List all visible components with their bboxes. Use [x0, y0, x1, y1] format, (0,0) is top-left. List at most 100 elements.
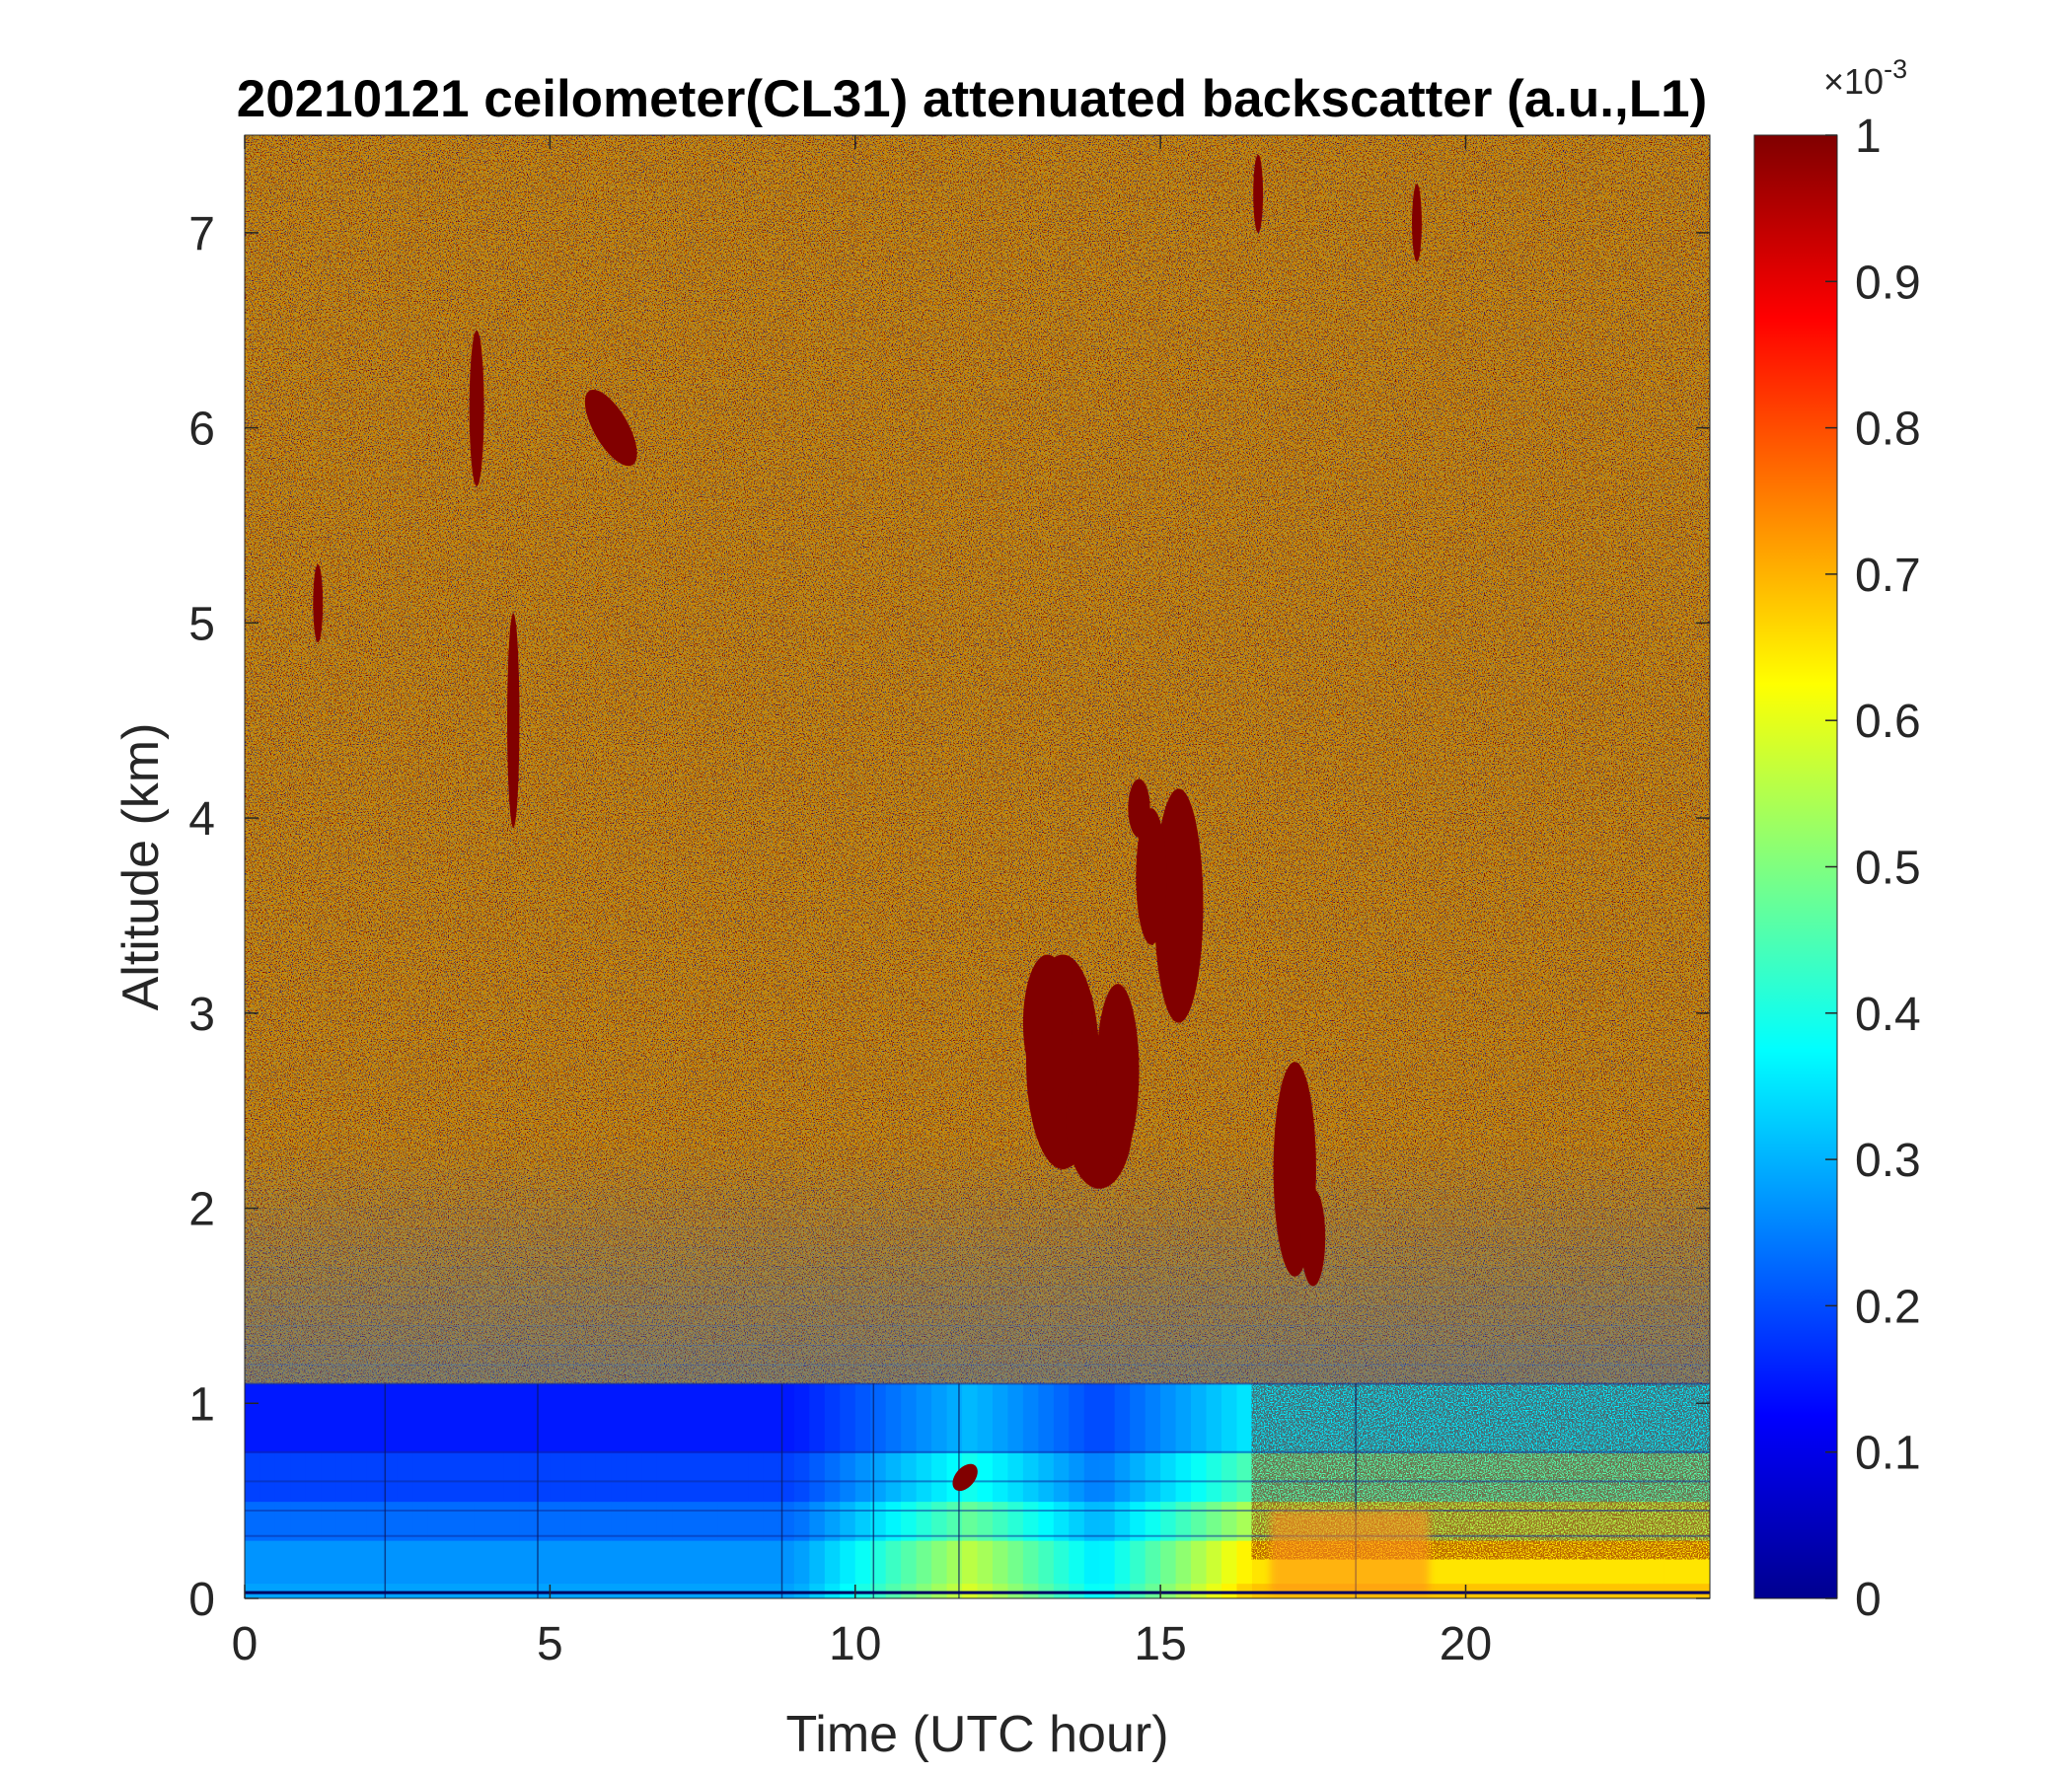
y-tick-label: 4	[188, 793, 215, 846]
boundary-layer-cell	[1160, 1383, 1177, 1453]
boundary-layer-cell	[488, 1583, 505, 1598]
boundary-layer-cell	[1007, 1583, 1024, 1598]
boundary-layer-cell	[427, 1451, 445, 1503]
boundary-layer-cell	[366, 1451, 384, 1503]
boundary-layer-cell	[534, 1539, 552, 1585]
boundary-layer-cell	[351, 1451, 368, 1503]
boundary-layer-cell	[1099, 1451, 1116, 1503]
boundary-layer-cell	[916, 1539, 933, 1585]
boundary-layer-cell	[1007, 1451, 1024, 1503]
cloud-blob	[584, 389, 637, 467]
boundary-layer-cell	[977, 1451, 994, 1503]
boundary-layer-cell	[1480, 1583, 1498, 1598]
boundary-layer-cell	[412, 1383, 429, 1453]
boundary-layer-cell	[1069, 1451, 1085, 1503]
boundary-layer-cell	[1236, 1501, 1253, 1541]
boundary-layer-cell	[778, 1539, 795, 1585]
boundary-layer-cell	[840, 1451, 856, 1503]
boundary-layer-cell	[274, 1383, 292, 1453]
boundary-layer-cell	[474, 1383, 490, 1453]
cloud-blob	[1412, 184, 1422, 262]
boundary-layer-cell	[1191, 1451, 1208, 1503]
boundary-layer-cell	[962, 1501, 979, 1541]
cloud-blob	[1300, 1188, 1326, 1287]
boundary-layer-cell	[564, 1383, 582, 1453]
y-tick-label: 3	[188, 989, 215, 1041]
boundary-layer-cell	[458, 1583, 476, 1598]
boundary-layer-cell	[503, 1583, 521, 1598]
boundary-layer-cell	[901, 1451, 918, 1503]
plot-area: 0 5 10 15 20 0 1 2 3 4 5 6 7	[188, 134, 1711, 1670]
boundary-layer-cell	[245, 1383, 261, 1453]
chart-title: 20210121 ceilometer(CL31) attenuated bac…	[237, 70, 1708, 128]
boundary-layer-cell	[443, 1383, 460, 1453]
boundary-layer-cell	[1145, 1383, 1162, 1453]
boundary-layer-cell	[824, 1501, 842, 1541]
boundary-layer-cell	[1221, 1451, 1238, 1503]
boundary-layer-cell	[870, 1383, 887, 1453]
colorbar-tick-label: 0.3	[1855, 1135, 1921, 1187]
boundary-layer-cell	[916, 1383, 933, 1453]
boundary-layer-cell	[1007, 1539, 1024, 1585]
boundary-layer-cell	[580, 1383, 597, 1453]
noise-band-row	[245, 1325, 1710, 1346]
boundary-layer-cell	[809, 1383, 826, 1453]
x-tick-label: 15	[1134, 1618, 1186, 1670]
boundary-layer-cell	[656, 1501, 674, 1541]
boundary-layer-cell	[824, 1583, 842, 1598]
boundary-layer-cell	[503, 1539, 521, 1585]
boundary-layer-cell	[626, 1501, 643, 1541]
y-axis-label: Altitude (km)	[112, 723, 170, 1011]
boundary-layer-cell	[474, 1451, 490, 1503]
boundary-layer-cell	[733, 1539, 750, 1585]
boundary-layer-cell	[534, 1383, 552, 1453]
boundary-layer-cell	[901, 1383, 918, 1453]
boundary-layer-cell	[840, 1501, 856, 1541]
boundary-layer-cell	[1083, 1501, 1101, 1541]
boundary-layer-cell	[351, 1583, 368, 1598]
boundary-layer-cell	[717, 1583, 734, 1598]
boundary-layer-cell	[564, 1501, 582, 1541]
boundary-layer-cell	[1114, 1539, 1132, 1585]
cloud-blob	[1128, 778, 1150, 838]
colorbar-tick-label: 0.6	[1855, 696, 1921, 748]
boundary-layer-cell	[595, 1583, 613, 1598]
boundary-layer-cell	[1175, 1583, 1193, 1598]
boundary-layer-cell	[397, 1583, 414, 1598]
boundary-layer-cell	[672, 1539, 689, 1585]
boundary-layer-cell	[1450, 1583, 1467, 1598]
boundary-layer-cell	[1069, 1539, 1085, 1585]
boundary-layer-cell	[687, 1383, 704, 1453]
boundary-layer-cell	[1114, 1451, 1132, 1503]
boundary-layer-cell	[626, 1383, 643, 1453]
boundary-layer-cell	[977, 1501, 994, 1541]
boundary-layer-cell	[1160, 1539, 1177, 1585]
boundary-layer-cell	[1069, 1383, 1085, 1453]
boundary-layer-cell	[290, 1501, 307, 1541]
noise-band-row	[245, 1266, 1710, 1288]
boundary-layer-cell	[335, 1539, 353, 1585]
colorbar: 0 0.1 0.2 0.3 0.4 0.5 0.6 0.7 0.8 0.9 1 ×10-3	[1753, 54, 1921, 1626]
boundary-layer-cell	[1145, 1451, 1162, 1503]
boundary-layer-cell	[1649, 1583, 1665, 1598]
noise-band-row	[245, 1286, 1710, 1307]
boundary-layer-cell	[595, 1383, 613, 1453]
boundary-layer-cell	[1175, 1501, 1193, 1541]
cloud-blob	[469, 330, 484, 486]
boundary-layer-cell	[305, 1383, 323, 1453]
cloud-blob	[1253, 154, 1264, 233]
boundary-layer-cell	[290, 1451, 307, 1503]
boundary-layer-cell	[672, 1451, 689, 1503]
boundary-layer-cell	[687, 1501, 704, 1541]
boundary-layer-cell	[1206, 1383, 1222, 1453]
boundary-layer-cell	[611, 1383, 628, 1453]
boundary-layer-cell	[733, 1501, 750, 1541]
boundary-layer-cell	[885, 1383, 903, 1453]
boundary-layer-cell	[992, 1583, 1009, 1598]
noise-band-row	[245, 1227, 1710, 1249]
boundary-layer-cell	[274, 1501, 292, 1541]
boundary-layer-cell	[519, 1383, 536, 1453]
boundary-layer-cell	[916, 1501, 933, 1541]
boundary-layer-cell	[274, 1583, 292, 1598]
boundary-layer-cell	[1038, 1383, 1055, 1453]
